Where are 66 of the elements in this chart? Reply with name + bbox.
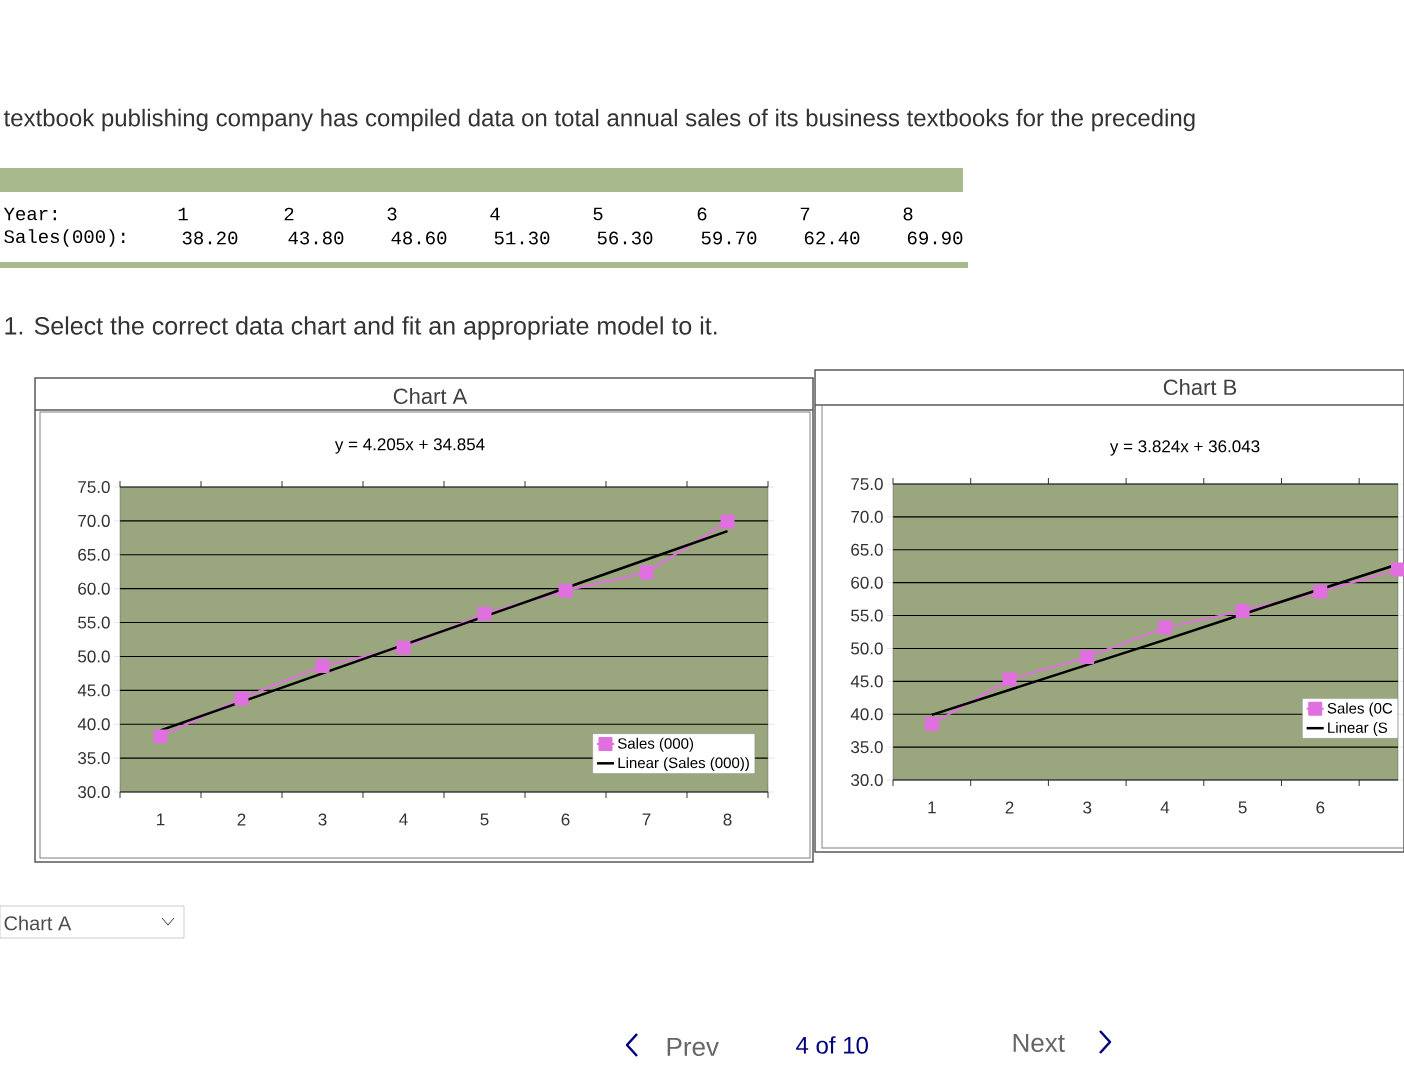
text: 4 of 10 [796, 1036, 868, 1054]
y-tick-label: 35.0 [78, 752, 110, 765]
y-tick-label: 45.0 [850, 675, 883, 688]
legend-label: Linear (S [1328, 721, 1388, 736]
text: y = 3.824x + 36.043 [1109, 440, 1260, 456]
y-tick-label: 60.0 [851, 576, 883, 589]
text: 1 [178, 207, 188, 221]
x-tick-label: 5 [1238, 801, 1247, 814]
y-tick-label: 50.0 [78, 650, 110, 663]
x-tick-label: 6 [1316, 801, 1325, 814]
text: 38.20 [182, 231, 238, 245]
x-tick-label: 2 [1005, 801, 1014, 814]
y-tick-label: 65.0 [78, 548, 110, 561]
x-tick-label: 1 [157, 813, 165, 826]
y-tick-label: 75.0 [78, 480, 110, 494]
x-tick-label: 1 [928, 801, 936, 814]
text: 5 [593, 207, 603, 221]
text: Prev [667, 1037, 719, 1057]
text: textbook publishing company has compiled data on total annual sales of its business textbooks for the preceding [3, 108, 1195, 132]
y-tick-label: 30.0 [78, 785, 110, 799]
text: 62.40 [804, 231, 860, 245]
x-tick-label: 2 [237, 813, 246, 826]
x-tick-label: 3 [1083, 801, 1092, 814]
text: Year: [3, 207, 56, 221]
text: 48.60 [391, 231, 447, 245]
text: Next [1013, 1033, 1065, 1053]
text: 69.90 [907, 231, 963, 245]
y-tick-label: 45.0 [77, 684, 110, 697]
chart-title: Chart A [393, 387, 468, 405]
x-tick-label: 4 [399, 813, 408, 826]
y-tick-label: 65.0 [851, 543, 883, 556]
text: 51.30 [494, 231, 550, 245]
y-tick-label: 40.0 [77, 718, 110, 731]
text: 6 [697, 207, 707, 221]
text: Chart A [4, 915, 72, 931]
x-tick-label: 6 [561, 813, 570, 826]
x-tick-label: 5 [480, 813, 489, 826]
x-tick-label: 3 [318, 813, 327, 826]
legend-label: Sales (000) [617, 737, 694, 752]
y-tick-label: 30.0 [851, 773, 883, 787]
legend-label: Linear (Sales (000)) [618, 757, 749, 772]
legend-label: Sales (0C [1327, 702, 1393, 717]
y-tick-label: 50.0 [851, 642, 883, 655]
y-tick-label: 55.0 [851, 609, 883, 622]
x-tick-label: 8 [723, 813, 732, 826]
text: Sales(000): [4, 229, 125, 247]
y-tick-label: 55.0 [78, 616, 110, 629]
text: 56.30 [597, 231, 653, 245]
text: 59.70 [701, 231, 757, 245]
y-tick-label: 60.0 [78, 582, 110, 595]
chart-title: Chart B [1163, 378, 1237, 396]
y-tick-label: 70.0 [78, 514, 110, 527]
x-tick-label: 7 [642, 813, 651, 826]
text: y = 4.205x + 34.854 [334, 438, 485, 454]
x-tick-label: 4 [1160, 801, 1170, 814]
text: 7 [800, 207, 810, 221]
y-tick-label: 70.0 [851, 510, 883, 523]
text: 1. Select the correct data chart and fit an appropriate model to it. [5, 316, 717, 340]
text: 8 [903, 207, 913, 221]
text: 43.80 [288, 231, 344, 245]
text: 3 [387, 207, 397, 221]
y-tick-label: 35.0 [851, 741, 883, 754]
text: 2 [284, 207, 294, 221]
y-tick-label: 75.0 [851, 477, 883, 491]
y-tick-label: 40.0 [850, 708, 883, 721]
text: 4 [490, 207, 500, 221]
